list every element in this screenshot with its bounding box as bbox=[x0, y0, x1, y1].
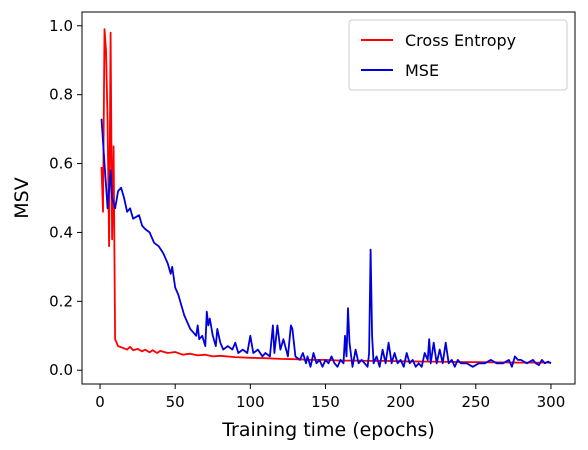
plot-area bbox=[100, 28, 552, 368]
y-tick-label: 1.0 bbox=[49, 17, 73, 35]
y-axis-title: MSV bbox=[11, 177, 33, 218]
x-tick-label: 200 bbox=[386, 393, 415, 411]
series-line-mse bbox=[100, 118, 552, 368]
x-tick-label: 300 bbox=[537, 393, 566, 411]
y-tick-label: 0.0 bbox=[49, 361, 73, 379]
plot-frame bbox=[81, 11, 576, 385]
legend-label-mse: MSE bbox=[405, 61, 439, 80]
y-tick-label: 0.6 bbox=[49, 155, 73, 173]
x-axis-title: Training time (epochs) bbox=[221, 419, 435, 441]
x-tick-label: 250 bbox=[461, 393, 490, 411]
legend-label-cross-entropy: Cross Entropy bbox=[405, 31, 516, 50]
y-tick-label: 0.2 bbox=[49, 292, 73, 310]
axis-ticks: 0 50 100 150 200 250 300 0.0 0.2 0.4 0.6 0.8 1.0 bbox=[49, 17, 565, 411]
legend: Cross Entropy MSE bbox=[348, 19, 568, 91]
x-tick-label: 100 bbox=[236, 393, 265, 411]
x-tick-label: 50 bbox=[166, 393, 185, 411]
x-tick-label: 150 bbox=[311, 393, 340, 411]
x-tick-label: 0 bbox=[95, 393, 105, 411]
y-tick-label: 0.8 bbox=[49, 86, 73, 104]
legend-box bbox=[348, 19, 568, 91]
y-tick-label: 0.4 bbox=[49, 223, 73, 241]
